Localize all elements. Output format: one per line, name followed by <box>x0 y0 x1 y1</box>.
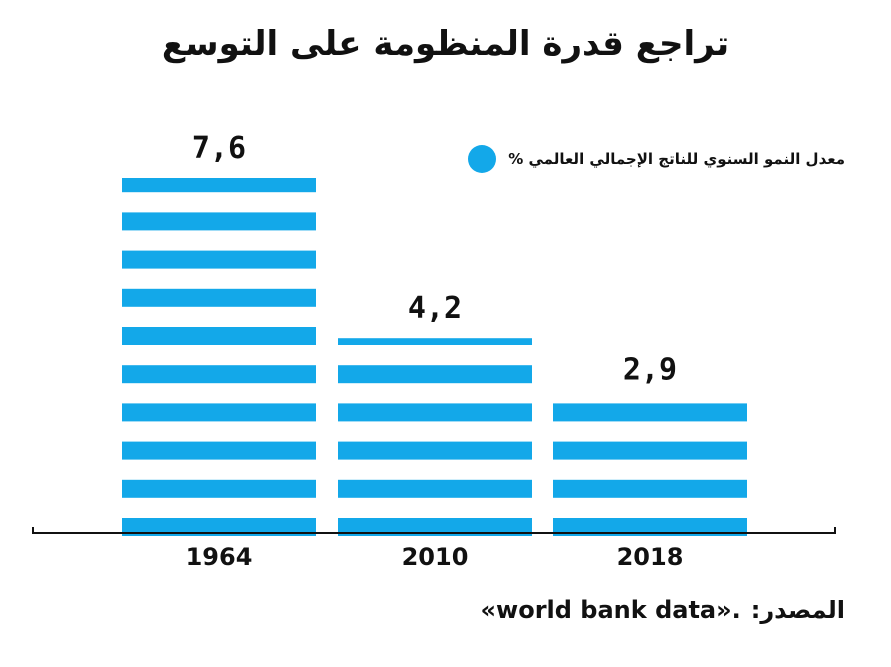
bar-stripe <box>553 518 747 536</box>
bar-stripe <box>553 403 747 422</box>
bar-stripe <box>122 250 316 269</box>
bar-stripe <box>122 178 316 193</box>
bar-2010 <box>338 338 532 536</box>
bar-stripe <box>553 479 747 498</box>
bar-stripe <box>338 441 532 460</box>
value-label-1964: 7,6 <box>192 131 246 166</box>
bar-stripe <box>122 327 316 345</box>
bar-stripe <box>338 365 532 384</box>
bar-stripe <box>338 479 532 498</box>
x-tick-label-1964: 1964 <box>186 543 253 571</box>
bar-stripe <box>122 479 316 498</box>
bar-stripe <box>122 212 316 231</box>
source-note: المصدر: «world bank data». <box>481 596 845 624</box>
bar-stripe <box>553 441 747 460</box>
x-tick-label-2018: 2018 <box>617 543 684 571</box>
bar-2018 <box>553 403 747 536</box>
x-tick-label-2010: 2010 <box>402 543 469 571</box>
bar-stripe <box>122 518 316 536</box>
bar-stripe <box>338 403 532 422</box>
bar-stripe <box>338 518 532 536</box>
chart-legend: معدل النمو السنوي للناتج الإجمالي العالم… <box>468 145 845 173</box>
bar-1964 <box>122 178 316 536</box>
value-labels-layer: 7,6 4,2 2,9 <box>192 131 677 387</box>
value-label-2010: 4,2 <box>408 291 462 326</box>
bar-stripe <box>122 288 316 307</box>
bar-stripe <box>122 403 316 422</box>
bar-stripe <box>122 441 316 460</box>
x-axis <box>32 527 836 534</box>
chart-title: تراجع قدرة المنظومة على التوسع <box>161 24 730 64</box>
bars-layer <box>122 178 747 536</box>
value-label-2018: 2,9 <box>623 352 677 387</box>
source-value: «world bank data». <box>480 596 741 624</box>
source-label: المصدر: <box>750 596 845 624</box>
tick-labels-layer: 1964 2010 2018 <box>186 543 684 571</box>
bar-stripe <box>338 338 532 345</box>
legend-label: معدل النمو السنوي للناتج الإجمالي العالم… <box>508 150 845 168</box>
bar-stripe <box>122 365 316 384</box>
legend-swatch <box>468 145 497 173</box>
